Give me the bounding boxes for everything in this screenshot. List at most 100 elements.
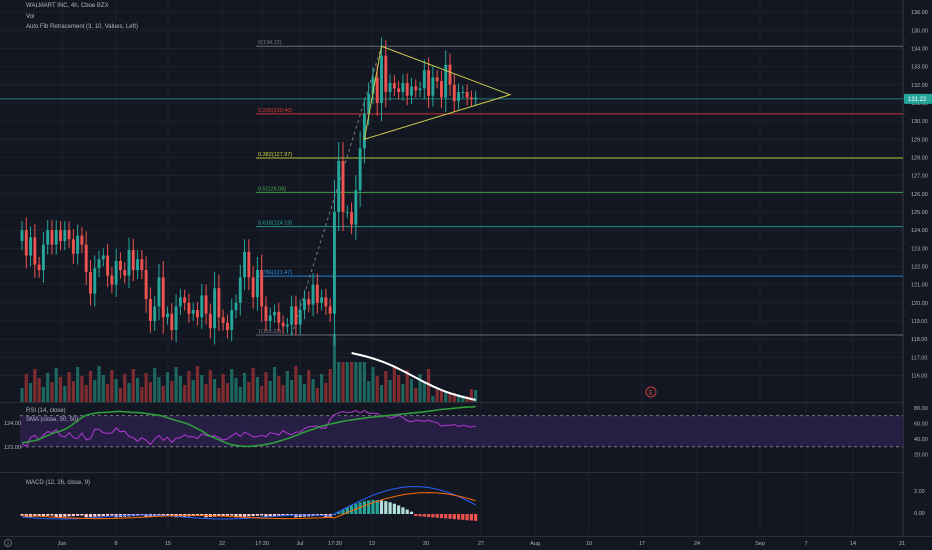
- macd-histogram-bar: [144, 514, 148, 518]
- symbol-title[interactable]: WALMART INC, 4h, Cboe BZX: [26, 3, 109, 9]
- earnings-marker-label: E: [649, 391, 653, 397]
- volume-bar: [178, 376, 182, 402]
- volume-bar: [234, 378, 238, 402]
- macd-line: [21, 486, 476, 520]
- candle-body: [170, 313, 174, 331]
- volume-bar: [358, 362, 362, 402]
- macd-histogram-bar: [170, 514, 174, 516]
- price-axis-tick: 116.00: [911, 373, 927, 379]
- volume-bar: [474, 390, 478, 402]
- price-axis-tick: 128.00: [911, 155, 928, 161]
- volume-bar: [20, 388, 24, 402]
- volume-bar: [349, 362, 354, 402]
- fib-indicator-label[interactable]: Auto Fib Retracement (3, 10, Values, Lef…: [26, 24, 138, 30]
- macd-histogram-bar: [448, 514, 452, 519]
- candle-body: [140, 259, 144, 271]
- volume-bar: [448, 392, 452, 402]
- candle-body: [461, 92, 465, 94]
- price-axis-tick: 133.00: [911, 65, 928, 71]
- time-axis-label: 14: [850, 541, 856, 547]
- candle-body: [474, 97, 478, 100]
- volume-bar: [161, 386, 165, 402]
- time-axis-label: 7: [804, 541, 807, 547]
- price-axis-tick: 126.00: [911, 192, 928, 198]
- volume-bar: [324, 383, 328, 402]
- volume-bar: [67, 372, 71, 402]
- volume-bar: [106, 384, 110, 402]
- volume-bar: [435, 389, 439, 402]
- candle-body: [247, 251, 251, 278]
- candle-body: [337, 161, 341, 212]
- volume-bar: [131, 369, 135, 402]
- settings-icon: [4, 539, 12, 547]
- candle-body: [110, 275, 114, 285]
- volume-bar: [311, 379, 315, 402]
- macd-histogram-bar: [474, 514, 478, 521]
- volume-bar: [80, 376, 84, 402]
- macd-histogram-bar: [418, 514, 422, 517]
- macd-histogram-bar: [285, 514, 289, 516]
- volume-bar: [135, 378, 140, 402]
- candle-body: [148, 299, 152, 321]
- candle-body: [63, 230, 67, 242]
- volume-bar: [328, 369, 332, 402]
- volume-bar: [384, 371, 388, 402]
- candle-body: [196, 310, 199, 318]
- candle-body: [97, 259, 101, 269]
- volume-indicator-label[interactable]: Vol: [26, 14, 35, 20]
- macd-histogram-bar: [349, 505, 354, 514]
- candle-body: [183, 297, 187, 303]
- triangle-outline: [363, 45, 512, 140]
- symmetrical-triangle-drawing[interactable]: [363, 45, 512, 140]
- fib-retracement: 0(134.12) 0.236(130.40) 0.382(127.97) 0.5(1…: [0, 40, 903, 336]
- time-axis-label: Jul: [296, 541, 303, 547]
- rsi-axis-tick: 60.00: [914, 421, 928, 427]
- fib-level-label: 0.618(124.19): [258, 221, 292, 227]
- volume-bar: [422, 383, 426, 402]
- volume-bar: [50, 382, 54, 402]
- macd-histogram-bar: [251, 514, 255, 517]
- volume-bar: [127, 383, 131, 402]
- macd-histogram-bar: [401, 507, 405, 514]
- macd-histogram-bar: [379, 500, 384, 514]
- volume-bar: [217, 388, 221, 402]
- volume-bar: [123, 374, 127, 402]
- volume-bar: [375, 376, 379, 402]
- candle-body: [204, 295, 208, 314]
- candle-body: [320, 297, 324, 303]
- candle-body: [251, 277, 255, 298]
- macd-histogram-bar: [101, 514, 105, 517]
- volume-bar: [101, 375, 105, 402]
- candle-body: [405, 82, 409, 96]
- volume-bar: [345, 362, 349, 402]
- candle-body: [273, 311, 276, 316]
- candle-body: [392, 82, 396, 89]
- volume-bar: [191, 380, 195, 402]
- volume-bar: [264, 372, 268, 402]
- macd-histogram-bar: [435, 514, 439, 518]
- volume-bar: [238, 387, 242, 402]
- volume-bar: [148, 382, 152, 402]
- volume-bar: [341, 362, 345, 402]
- time-axis-label: 17: [639, 541, 645, 547]
- volume-bar: [157, 377, 161, 402]
- candle-body: [362, 113, 366, 149]
- price-axis-tick: 136.00: [911, 10, 928, 16]
- candle-body: [332, 211, 336, 314]
- macd-histogram-bar: [414, 514, 418, 516]
- candle-body: [161, 277, 165, 318]
- rsi-ma-line: [21, 405, 476, 448]
- price-axis-tick: 134.00: [911, 46, 928, 52]
- volume-bar: [452, 393, 456, 402]
- candle-body: [238, 277, 242, 303]
- time-axis-label: 10: [586, 541, 592, 547]
- candle-body: [444, 64, 448, 98]
- candle-body: [118, 261, 122, 271]
- macd-histogram-bar: [234, 514, 238, 518]
- candle-body: [41, 244, 45, 271]
- candle-body: [303, 299, 306, 311]
- volume-bar: [315, 388, 319, 402]
- volume-bar: [405, 370, 409, 402]
- volume-bar: [33, 369, 37, 402]
